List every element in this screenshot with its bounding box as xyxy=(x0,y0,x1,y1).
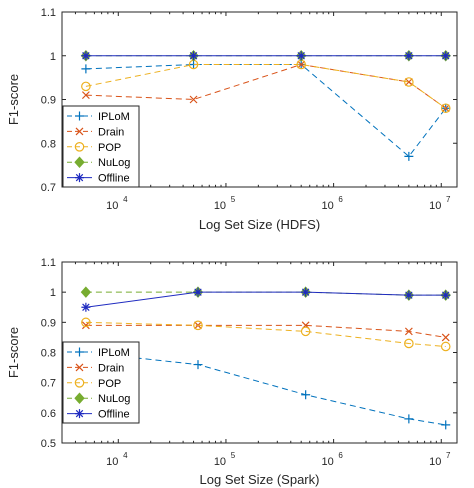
data-point-offline xyxy=(441,51,451,61)
data-point-offline xyxy=(81,302,91,312)
series-line-drain xyxy=(85,324,446,338)
data-point-nulog xyxy=(80,286,92,298)
legend-label-pop: POP xyxy=(98,142,121,154)
data-point-offline xyxy=(301,287,311,297)
legend-marker-pop xyxy=(74,142,85,152)
y-tick-label: 0.9 xyxy=(41,95,56,107)
legend-marker-pop xyxy=(74,377,85,388)
data-point-offline xyxy=(296,51,306,61)
data-point-iplom xyxy=(81,64,91,74)
series-offline xyxy=(81,51,451,61)
legend-marker-nulog xyxy=(74,156,85,168)
legend-label-iplom: IPLoM xyxy=(98,111,130,123)
x-tick-label: 10 xyxy=(106,200,118,212)
data-point-drain xyxy=(404,78,413,86)
data-point-offline xyxy=(404,51,414,61)
legend-label-offline: Offline xyxy=(98,173,130,185)
series-offline xyxy=(81,287,451,312)
y-tick-label: 0.7 xyxy=(41,378,56,390)
y-tick-label: 1.1 xyxy=(41,257,56,269)
y-tick-label: 0.9 xyxy=(41,317,56,329)
legend-marker-offline xyxy=(75,409,84,419)
x-axis-label: Log Set Size (Spark) xyxy=(200,472,320,487)
legend-label-drain: Drain xyxy=(98,126,124,138)
x-tick-exponent: 6 xyxy=(338,195,343,204)
legend-label-pop: POP xyxy=(98,378,121,390)
y-axis-label: F1-score xyxy=(6,74,21,125)
data-point-iplom xyxy=(193,360,203,370)
x-tick-label: 10 xyxy=(214,200,226,212)
x-tick-label: 10 xyxy=(321,200,333,212)
legend-marker-drain xyxy=(75,363,84,372)
data-point-iplom xyxy=(441,420,451,430)
legend-label-iplom: IPLoM xyxy=(98,347,130,359)
y-axis-label: F1-score xyxy=(6,327,21,378)
legend-marker-nulog xyxy=(74,392,85,404)
x-tick-exponent: 6 xyxy=(338,451,343,460)
series-line-pop xyxy=(85,64,447,109)
data-point-pop xyxy=(440,103,451,114)
x-tick-label: 10 xyxy=(106,456,118,468)
legend-label-offline: Offline xyxy=(98,409,130,421)
x-tick-exponent: 4 xyxy=(123,195,128,204)
y-tick-label: 1 xyxy=(50,287,56,299)
data-point-drain xyxy=(297,60,306,69)
x-tick-label: 10 xyxy=(214,456,226,468)
x-tick-exponent: 7 xyxy=(446,195,451,204)
legend-marker-iplom xyxy=(75,111,84,121)
legend-marker-offline xyxy=(75,173,84,183)
data-point-pop xyxy=(81,317,91,328)
data-point-iplom xyxy=(404,151,414,161)
legend: IPLoM Drain POP NuLog Offline xyxy=(62,341,140,424)
data-point-offline xyxy=(441,290,451,300)
data-point-offline xyxy=(404,290,414,300)
y-tick-label: 0.7 xyxy=(41,182,56,194)
y-tick-label: 0.8 xyxy=(41,348,56,360)
data-point-offline xyxy=(81,51,91,61)
data-point-drain xyxy=(404,327,413,336)
x-tick-exponent: 4 xyxy=(123,451,128,460)
x-tick-exponent: 7 xyxy=(446,451,451,460)
x-tick-exponent: 5 xyxy=(231,195,236,204)
series-pop xyxy=(81,317,451,352)
legend-marker-drain xyxy=(75,127,84,136)
chart-panel-2: 0.5 0.6 0.7 0.8 0.9 1 1.1 10 4 10 5 10 6 10 7 Log Set S… xyxy=(6,257,458,487)
series-iplom xyxy=(81,348,451,430)
x-tick-label: 10 xyxy=(429,456,441,468)
x-tick-label: 10 xyxy=(429,200,441,212)
data-point-pop xyxy=(404,338,414,349)
legend: IPLoM Drain POP NuLog Offline xyxy=(62,105,140,188)
data-point-pop xyxy=(404,77,414,87)
data-point-pop xyxy=(300,326,311,337)
chart-panel-1: 0.7 0.8 0.9 1 1.1 10 4 10 5 10 6 10 7 Log Set Size (H… xyxy=(6,7,458,232)
x-tick-exponent: 5 xyxy=(231,451,236,460)
y-tick-label: 0.6 xyxy=(41,408,56,420)
data-point-drain xyxy=(81,321,90,330)
data-point-offline xyxy=(189,51,199,61)
x-axis-label: Log Set Size (HDFS) xyxy=(199,217,320,232)
series-line-pop xyxy=(85,321,446,347)
data-point-drain xyxy=(441,333,450,342)
data-point-offline xyxy=(193,287,203,297)
y-tick-label: 1 xyxy=(50,51,56,63)
legend-label-nulog: NuLog xyxy=(98,393,130,405)
legend-label-nulog: NuLog xyxy=(98,157,130,169)
data-point-pop xyxy=(440,341,451,352)
data-point-pop xyxy=(193,320,203,331)
data-point-drain xyxy=(81,91,90,100)
y-tick-label: 0.5 xyxy=(41,438,56,450)
legend-marker-iplom xyxy=(75,347,84,357)
data-point-drain xyxy=(189,95,198,104)
data-point-iplom xyxy=(404,414,414,424)
data-point-iplom xyxy=(301,390,311,400)
data-point-pop xyxy=(81,81,91,92)
y-tick-label: 1.1 xyxy=(41,7,56,19)
x-tick-label: 10 xyxy=(321,456,333,468)
series-drain xyxy=(81,321,450,342)
legend-label-drain: Drain xyxy=(98,362,124,374)
y-tick-label: 0.8 xyxy=(41,138,56,150)
